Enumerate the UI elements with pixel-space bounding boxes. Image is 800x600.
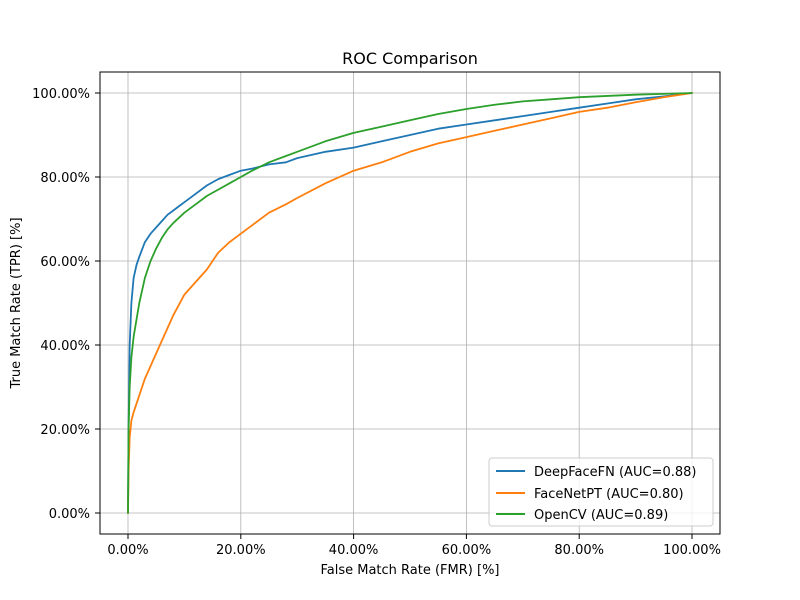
legend-label-facenetpt: FaceNetPT (AUC=0.80) bbox=[534, 487, 684, 502]
axis-ticks: 0.00% 20.00% 40.00% 60.00% 80.00% 100.00% 0.00… bbox=[32, 87, 721, 558]
x-tick-label: 20.00% bbox=[216, 543, 266, 558]
y-axis-label: True Match Rate (TPR) [%] bbox=[9, 217, 24, 389]
grid bbox=[100, 72, 720, 534]
x-tick-label: 100.00% bbox=[663, 543, 721, 558]
chart-title: ROC Comparison bbox=[342, 49, 478, 68]
legend: DeepFaceFN (AUC=0.88) FaceNetPT (AUC=0.8… bbox=[488, 457, 714, 527]
y-tick-label: 80.00% bbox=[40, 171, 90, 186]
y-tick-label: 40.00% bbox=[40, 339, 90, 354]
y-tick-label: 0.00% bbox=[49, 507, 90, 522]
series-lines bbox=[127, 92, 693, 514]
legend-box bbox=[488, 457, 714, 527]
series-line-opencv bbox=[127, 92, 693, 514]
legend-label-deepfacefn: DeepFaceFN (AUC=0.88) bbox=[534, 465, 696, 480]
x-tick-label: 0.00% bbox=[107, 543, 148, 558]
y-tick-label: 20.00% bbox=[40, 423, 90, 438]
y-tick-label: 60.00% bbox=[40, 255, 90, 270]
series-line-deepfacefn bbox=[127, 92, 693, 514]
plot-frame bbox=[99, 71, 721, 535]
legend-label-opencv: OpenCV (AUC=0.89) bbox=[534, 508, 668, 523]
y-tick-label: 100.00% bbox=[32, 87, 90, 102]
x-tick-label: 60.00% bbox=[442, 543, 492, 558]
x-tick-label: 40.00% bbox=[329, 543, 379, 558]
series-line-facenetpt bbox=[127, 92, 693, 514]
x-tick-label: 80.00% bbox=[554, 543, 604, 558]
x-axis-label: False Match Rate (FMR) [%] bbox=[320, 563, 499, 578]
